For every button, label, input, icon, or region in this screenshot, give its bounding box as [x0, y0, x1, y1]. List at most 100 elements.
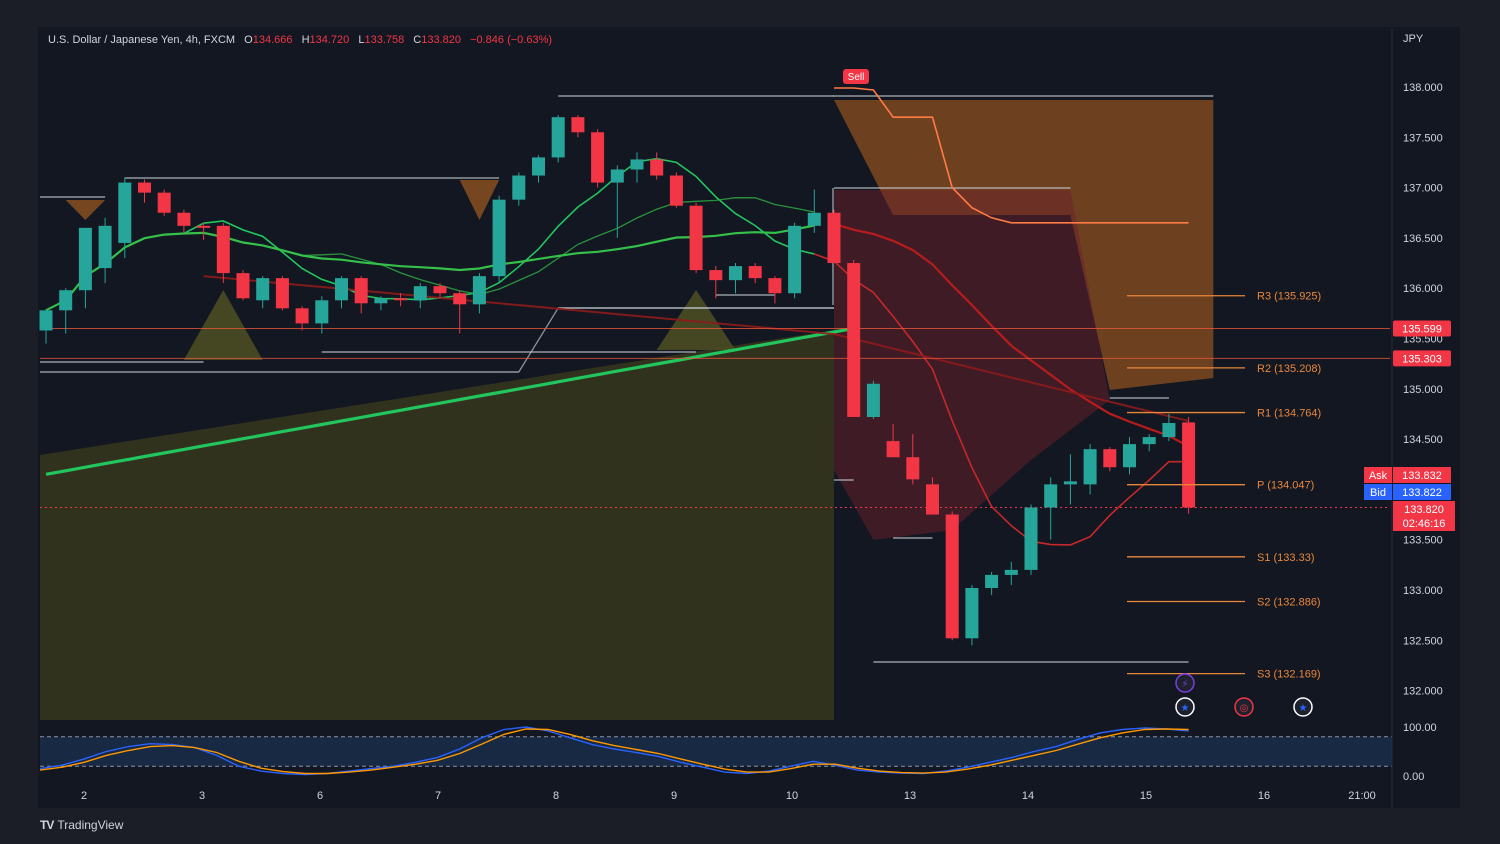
- us-flag-icon: ★: [1299, 703, 1308, 714]
- last-price-tag: [1393, 501, 1455, 531]
- trend-fill-zone: [40, 330, 834, 720]
- candle-body[interactable]: [1142, 437, 1156, 445]
- candle-body[interactable]: [669, 175, 683, 206]
- candle-body[interactable]: [177, 212, 191, 226]
- candle-body[interactable]: [157, 192, 171, 213]
- time-tick-label: 15: [1140, 790, 1152, 802]
- us-flag-icon: [1175, 697, 1195, 717]
- candle-body[interactable]: [1063, 481, 1077, 485]
- candle-body[interactable]: [906, 457, 920, 480]
- candle-body[interactable]: [610, 169, 624, 183]
- pivot-label: R3 (135.925): [1257, 291, 1321, 303]
- candle-body[interactable]: [78, 227, 92, 291]
- candle-body[interactable]: [413, 286, 427, 301]
- oscillator-panel: 100.00 0.00: [39, 722, 1437, 783]
- candle-body[interactable]: [650, 159, 664, 176]
- zone-layer: [40, 95, 1214, 720]
- candle-body[interactable]: [886, 441, 900, 458]
- candle-body[interactable]: [335, 278, 348, 301]
- candle-body[interactable]: [39, 310, 53, 331]
- lightning-icon: ⚡: [1181, 679, 1188, 690]
- candle-body[interactable]: [571, 117, 585, 133]
- candle-body[interactable]: [985, 574, 999, 588]
- candle-body[interactable]: [1004, 569, 1018, 575]
- candle-body[interactable]: [492, 199, 506, 277]
- high-label: H: [301, 34, 310, 46]
- oscillator-band: [40, 736, 1392, 767]
- candle-body[interactable]: [591, 132, 605, 183]
- supply-wedge: [65, 200, 106, 220]
- candle-body[interactable]: [472, 276, 486, 305]
- candle-body[interactable]: [768, 278, 782, 294]
- last-price-value: 133.820: [1404, 504, 1444, 516]
- candle-body[interactable]: [315, 300, 329, 324]
- close-label: C: [413, 34, 422, 46]
- ask-value: 133.832: [1402, 470, 1442, 482]
- candle-body[interactable]: [216, 225, 230, 274]
- candle-body[interactable]: [118, 182, 132, 243]
- candle-body[interactable]: [453, 293, 467, 305]
- candle-body[interactable]: [433, 286, 447, 294]
- event-marker[interactable]: ★: [1175, 697, 1195, 717]
- candle-body[interactable]: [945, 514, 959, 639]
- candle-body[interactable]: [748, 266, 762, 279]
- candle-body[interactable]: [59, 290, 73, 311]
- candle-body[interactable]: [197, 225, 211, 228]
- candle-body[interactable]: [1182, 422, 1196, 508]
- candle-body[interactable]: [1024, 507, 1038, 570]
- candle-body[interactable]: [512, 175, 526, 200]
- ema-200-line: [45, 326, 854, 476]
- candle-body[interactable]: [926, 484, 939, 515]
- candle-body[interactable]: [847, 263, 861, 417]
- candle-body[interactable]: [275, 278, 289, 309]
- candle-body[interactable]: [807, 212, 821, 226]
- candle-body[interactable]: [1162, 423, 1176, 438]
- candle-body[interactable]: [788, 225, 802, 294]
- tv-logo-icon: TV: [40, 818, 54, 832]
- candle-body[interactable]: [965, 587, 979, 639]
- candle-body[interactable]: [354, 278, 368, 304]
- candle-body[interactable]: [866, 383, 880, 417]
- price-axis: 138.000 137.500 137.000 136.500 136.000 135.5…: [1391, 28, 1443, 808]
- candle-body[interactable]: [394, 298, 408, 301]
- candle-body[interactable]: [295, 308, 309, 324]
- event-marker[interactable]: ★: [1293, 697, 1313, 717]
- price-tick-label: 133.500: [1403, 535, 1443, 547]
- pivot-label: S3 (132.169): [1257, 669, 1321, 681]
- candle-body[interactable]: [1103, 449, 1117, 468]
- candle-body[interactable]: [689, 205, 703, 271]
- candle-body[interactable]: [532, 157, 545, 176]
- candle-body[interactable]: [1044, 484, 1058, 508]
- candle-body[interactable]: [709, 270, 723, 281]
- us-flag-icon: ★: [1181, 703, 1190, 714]
- bid-tag: [1364, 484, 1392, 500]
- target-icon: ◎: [1240, 703, 1249, 714]
- high-value: 134.720: [309, 34, 350, 46]
- tradingview-logo[interactable]: TV TradingView: [40, 818, 123, 832]
- candle-body[interactable]: [1123, 444, 1136, 468]
- candle-body[interactable]: [138, 182, 151, 193]
- candle-body[interactable]: [256, 278, 270, 301]
- candle-body[interactable]: [236, 273, 250, 299]
- ask-tag: [1364, 467, 1392, 483]
- oscillator-tick-label: 0.00: [1403, 771, 1424, 783]
- candle-body[interactable]: [827, 212, 841, 264]
- event-marker[interactable]: ◎: [1234, 697, 1254, 717]
- event-marker[interactable]: ⚡: [1175, 673, 1195, 693]
- time-tick-label: 14: [1022, 790, 1034, 802]
- candle-body[interactable]: [729, 266, 742, 281]
- candle-body[interactable]: [374, 298, 388, 304]
- candle-body[interactable]: [1083, 449, 1097, 485]
- ask-value-tag: [1393, 467, 1451, 483]
- sell-signal[interactable]: Sell: [843, 69, 869, 85]
- pivot-label: R1 (134.764): [1257, 408, 1321, 420]
- price-tick-label: 137.000: [1403, 183, 1443, 195]
- time-tick-label: 10: [786, 790, 798, 802]
- candle-body[interactable]: [551, 117, 565, 158]
- candle-body[interactable]: [630, 159, 644, 170]
- candle-body[interactable]: [98, 225, 112, 269]
- bid-value: 133.822: [1402, 487, 1442, 499]
- ema-slow-line-bear: [833, 222, 1190, 448]
- oscillator-tick-label: 100.00: [1403, 722, 1437, 734]
